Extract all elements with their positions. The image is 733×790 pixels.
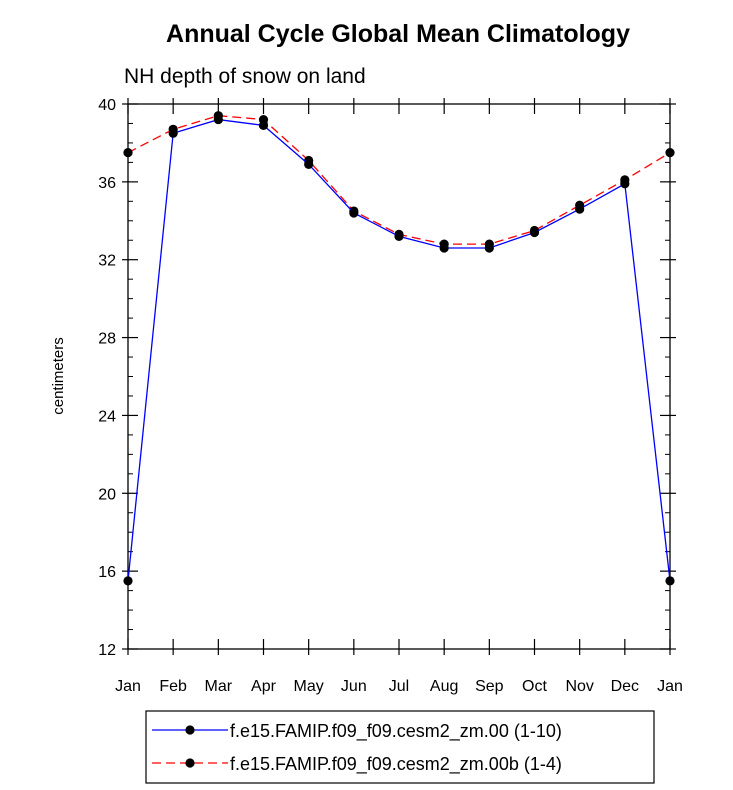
y-tick-label: 24 xyxy=(98,408,116,425)
data-point xyxy=(258,120,269,131)
y-tick-label: 12 xyxy=(98,642,116,659)
chart-title: Annual Cycle Global Mean Climatology xyxy=(166,20,630,48)
data-point xyxy=(665,576,675,586)
series-line xyxy=(127,115,671,245)
x-tick-label: Jul xyxy=(389,678,409,695)
y-tick-label: 40 xyxy=(98,97,116,114)
legend-label: f.e15.FAMIP.f09_f09.cesm2_zm.00b (1-4) xyxy=(230,754,562,775)
axes: 12 16 20 24 28 32 36 40 Jan Feb Mar Apr May Jun Jul Aug… xyxy=(98,97,683,695)
y-tick-label: 32 xyxy=(98,253,116,270)
data-point xyxy=(620,179,630,189)
x-tick-label: Nov xyxy=(565,678,593,695)
data-point xyxy=(665,148,675,158)
series-0 xyxy=(123,114,675,586)
x-tick-label: Jun xyxy=(341,678,367,695)
data-point xyxy=(575,204,585,214)
y-axis-label: centimeters xyxy=(50,337,67,415)
series-1 xyxy=(123,111,675,249)
legend-box xyxy=(145,710,655,784)
chart-subtitle: NH depth of snow on land xyxy=(124,65,366,88)
legend-label: f.e15.FAMIP.f09_f09.cesm2_zm.00 (1-10) xyxy=(230,721,562,742)
data-point xyxy=(439,243,449,253)
y-tick-label: 16 xyxy=(98,564,116,581)
x-tick-label: May xyxy=(294,678,324,695)
data-point xyxy=(484,243,494,253)
data-point xyxy=(123,576,133,586)
legend-marker xyxy=(185,725,195,735)
series-line xyxy=(127,118,671,581)
y-tick-label: 28 xyxy=(98,331,116,348)
series-layer xyxy=(123,111,675,586)
plot-frame xyxy=(127,103,671,650)
x-tick-label: Mar xyxy=(205,678,233,695)
legend-marker xyxy=(185,758,195,768)
x-tick-label: Oct xyxy=(522,678,547,695)
x-tick-label: Jan xyxy=(657,678,683,695)
x-tick-label: Sep xyxy=(475,678,504,695)
data-point xyxy=(123,148,133,158)
y-tick-label: 36 xyxy=(98,175,116,192)
data-point xyxy=(529,227,540,238)
data-point xyxy=(213,114,223,125)
x-tick-label: Dec xyxy=(611,678,639,695)
data-point xyxy=(349,208,359,218)
x-tick-label: Aug xyxy=(430,678,458,695)
x-tick-label: Feb xyxy=(159,678,187,695)
x-tick-label: Apr xyxy=(251,678,277,695)
data-point xyxy=(394,231,404,241)
data-point xyxy=(304,159,314,169)
x-tick-label: Jan xyxy=(115,678,141,695)
data-point xyxy=(168,128,178,138)
legend: f.e15.FAMIP.f09_f09.cesm2_zm.00 (1-10) f.… xyxy=(145,710,655,784)
y-tick-label: 20 xyxy=(98,486,116,503)
